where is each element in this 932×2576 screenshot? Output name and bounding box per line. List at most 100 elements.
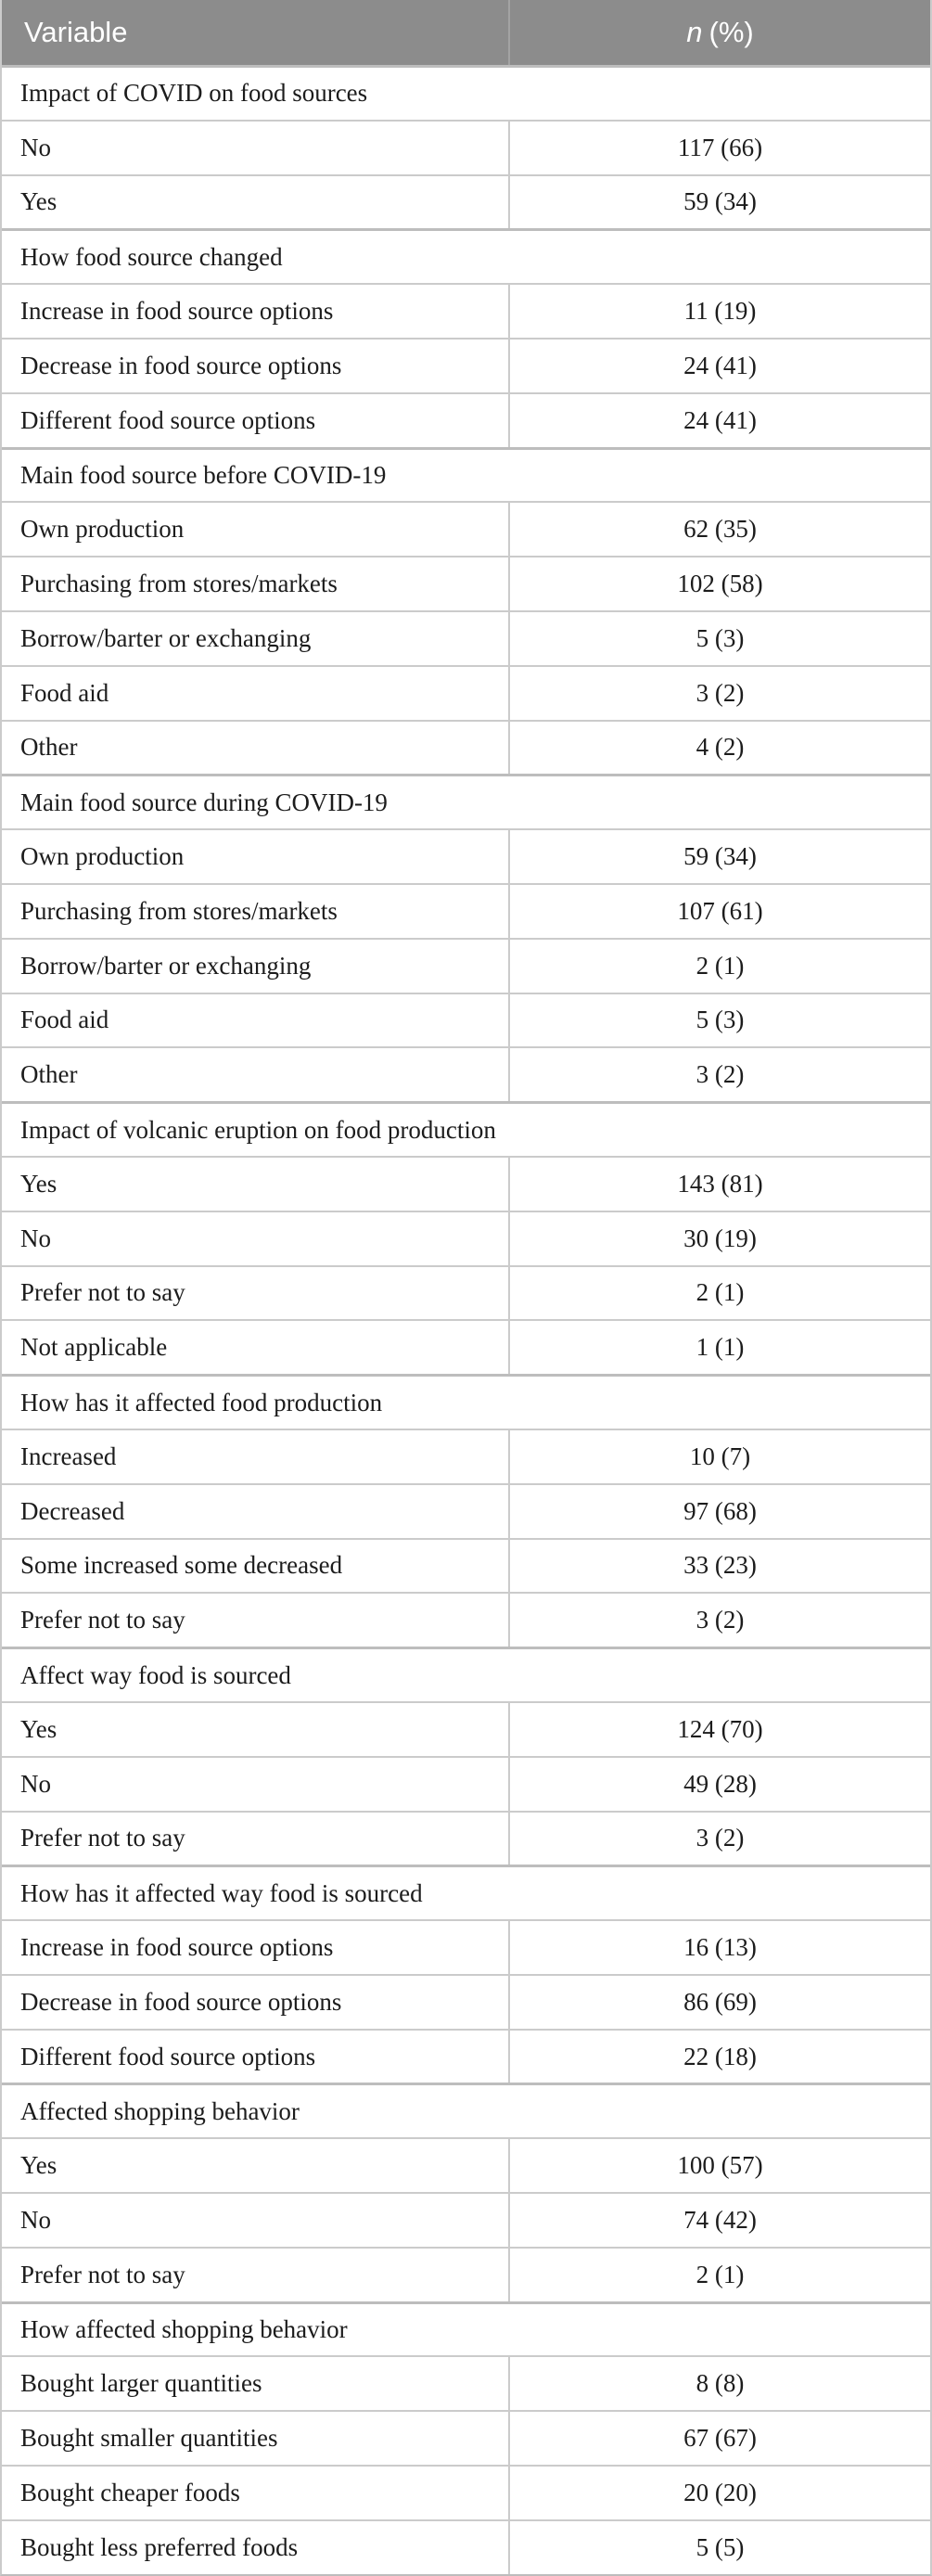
table-row: Own production 62 (35) <box>2 501 930 557</box>
table-row: Prefer not to say 2 (1) <box>2 1264 930 1320</box>
section-header-row: Impact of COVID on food sources <box>2 65 930 120</box>
row-label: Borrow/barter or exchanging <box>2 611 510 665</box>
column-header-n-percent: n (%) <box>510 0 930 65</box>
row-value: 2 (1) <box>696 951 745 980</box>
table-row: No 74 (42) <box>2 2192 930 2247</box>
row-value: 2 (1) <box>696 1278 745 1307</box>
row-label: Food aid <box>2 666 510 720</box>
row-label: No <box>2 1757 510 1811</box>
section-label: How has it affected food production <box>20 1388 383 1416</box>
table-row: Increase in food source options 16 (13) <box>2 1919 930 1974</box>
row-value: 97 (68) <box>683 1496 757 1525</box>
row-label: Increase in food source options <box>2 285 510 338</box>
section-label: Main food source before COVID-19 <box>20 460 387 489</box>
row-value: 24 (41) <box>683 351 757 379</box>
row-value: 107 (61) <box>677 896 763 925</box>
table-row: Prefer not to say 3 (2) <box>2 1592 930 1647</box>
table-row: Purchasing from stores/markets 102 (58) <box>2 556 930 610</box>
row-label: Bought smaller quantities <box>2 2412 510 2466</box>
table-row: Bought smaller quantities 67 (67) <box>2 2410 930 2466</box>
row-value: 3 (2) <box>696 1824 745 1852</box>
table-row: Borrow/barter or exchanging 2 (1) <box>2 937 930 993</box>
table-row: No 49 (28) <box>2 1755 930 1811</box>
row-label: Own production <box>2 503 510 557</box>
table-row: Food aid 5 (3) <box>2 992 930 1047</box>
row-value: 59 (34) <box>683 187 757 216</box>
section-label: How affected shopping behavior <box>20 2315 348 2344</box>
table-row: Bought larger quantities 8 (8) <box>2 2355 930 2411</box>
row-value: 5 (3) <box>696 623 745 652</box>
row-value: 1 (1) <box>696 1333 745 1362</box>
section-header-row: Main food source during COVID-19 <box>2 774 930 829</box>
row-label: Decreased <box>2 1484 510 1538</box>
row-value: 20 (20) <box>683 2478 757 2506</box>
table-row: Some increased some decreased 33 (23) <box>2 1537 930 1593</box>
row-value: 8 (8) <box>696 2369 745 2398</box>
row-label: Increased <box>2 1429 510 1483</box>
table-row: Borrow/barter or exchanging 5 (3) <box>2 609 930 665</box>
row-value: 49 (28) <box>683 1769 757 1798</box>
row-label: No <box>2 1211 510 1265</box>
table-row: Purchasing from stores/markets 107 (61) <box>2 882 930 938</box>
row-label: No <box>2 121 510 174</box>
section-header-row: Impact of volcanic eruption on food prod… <box>2 1101 930 1156</box>
table-row: Increased 10 (7) <box>2 1428 930 1483</box>
row-value: 86 (69) <box>683 1987 757 2016</box>
row-label: Yes <box>2 175 510 229</box>
row-label: Not applicable <box>2 1321 510 1375</box>
table-row: Prefer not to say 2 (1) <box>2 2246 930 2301</box>
row-value: 117 (66) <box>677 133 763 161</box>
row-value: 100 (57) <box>677 2151 763 2180</box>
row-value: 74 (42) <box>683 2205 757 2234</box>
table-row: Prefer not to say 3 (2) <box>2 1810 930 1865</box>
row-value: 16 (13) <box>683 1932 757 1961</box>
row-value: 4 (2) <box>696 733 745 762</box>
table-row: Yes 143 (81) <box>2 1155 930 1211</box>
row-value: 2 (1) <box>696 2260 745 2288</box>
section-label: How has it affected way food is sourced <box>20 1878 423 1907</box>
row-label: Bought less preferred foods <box>2 2520 510 2574</box>
row-label: Food aid <box>2 993 510 1047</box>
table-row: Not applicable 1 (1) <box>2 1319 930 1375</box>
section-header-row: Main food source before COVID-19 <box>2 446 930 502</box>
table-row: Decrease in food source options 24 (41) <box>2 337 930 392</box>
row-label: Other <box>2 1048 510 1102</box>
section-label: How food source changed <box>20 242 283 271</box>
table-row: Yes 100 (57) <box>2 2137 930 2193</box>
row-label: Different food source options <box>2 393 510 447</box>
row-label: Purchasing from stores/markets <box>2 557 510 610</box>
table-row: Other 3 (2) <box>2 1046 930 1102</box>
row-value: 30 (19) <box>683 1224 757 1252</box>
row-value: 143 (81) <box>677 1169 763 1198</box>
table-row: No 117 (66) <box>2 119 930 174</box>
table-row: Yes 59 (34) <box>2 173 930 229</box>
row-label: Increase in food source options <box>2 1921 510 1974</box>
row-label: Purchasing from stores/markets <box>2 884 510 938</box>
row-label: Yes <box>2 2139 510 2193</box>
row-value: 124 (70) <box>677 1714 763 1743</box>
row-label: Some increased some decreased <box>2 1539 510 1593</box>
row-value: 24 (41) <box>683 405 757 434</box>
row-label: Yes <box>2 1702 510 1756</box>
row-value: 5 (3) <box>696 1006 745 1034</box>
table-row: Yes 124 (70) <box>2 1700 930 1756</box>
section-label: Main food source during COVID-19 <box>20 788 388 816</box>
row-value: 3 (2) <box>696 678 745 707</box>
row-label: Own production <box>2 830 510 883</box>
row-label: Different food source options <box>2 2030 510 2083</box>
row-label: Prefer not to say <box>2 1812 510 1865</box>
row-label: Decrease in food source options <box>2 1975 510 2029</box>
row-value: 5 (5) <box>696 2532 745 2561</box>
row-value: 10 (7) <box>689 1442 751 1470</box>
row-value: 102 (58) <box>677 570 763 598</box>
row-value: 11 (19) <box>683 297 757 326</box>
row-label: Bought larger quantities <box>2 2357 510 2411</box>
table-row: Own production 59 (34) <box>2 828 930 883</box>
section-label: Affect way food is sourced <box>20 1660 291 1689</box>
row-label: Bought cheaper foods <box>2 2467 510 2519</box>
section-header-row: How has it affected way food is sourced <box>2 1865 930 1920</box>
row-value: 59 (34) <box>683 842 757 871</box>
table-row: Increase in food source options 11 (19) <box>2 283 930 338</box>
row-value: 22 (18) <box>683 2042 757 2070</box>
row-label: Other <box>2 721 510 775</box>
